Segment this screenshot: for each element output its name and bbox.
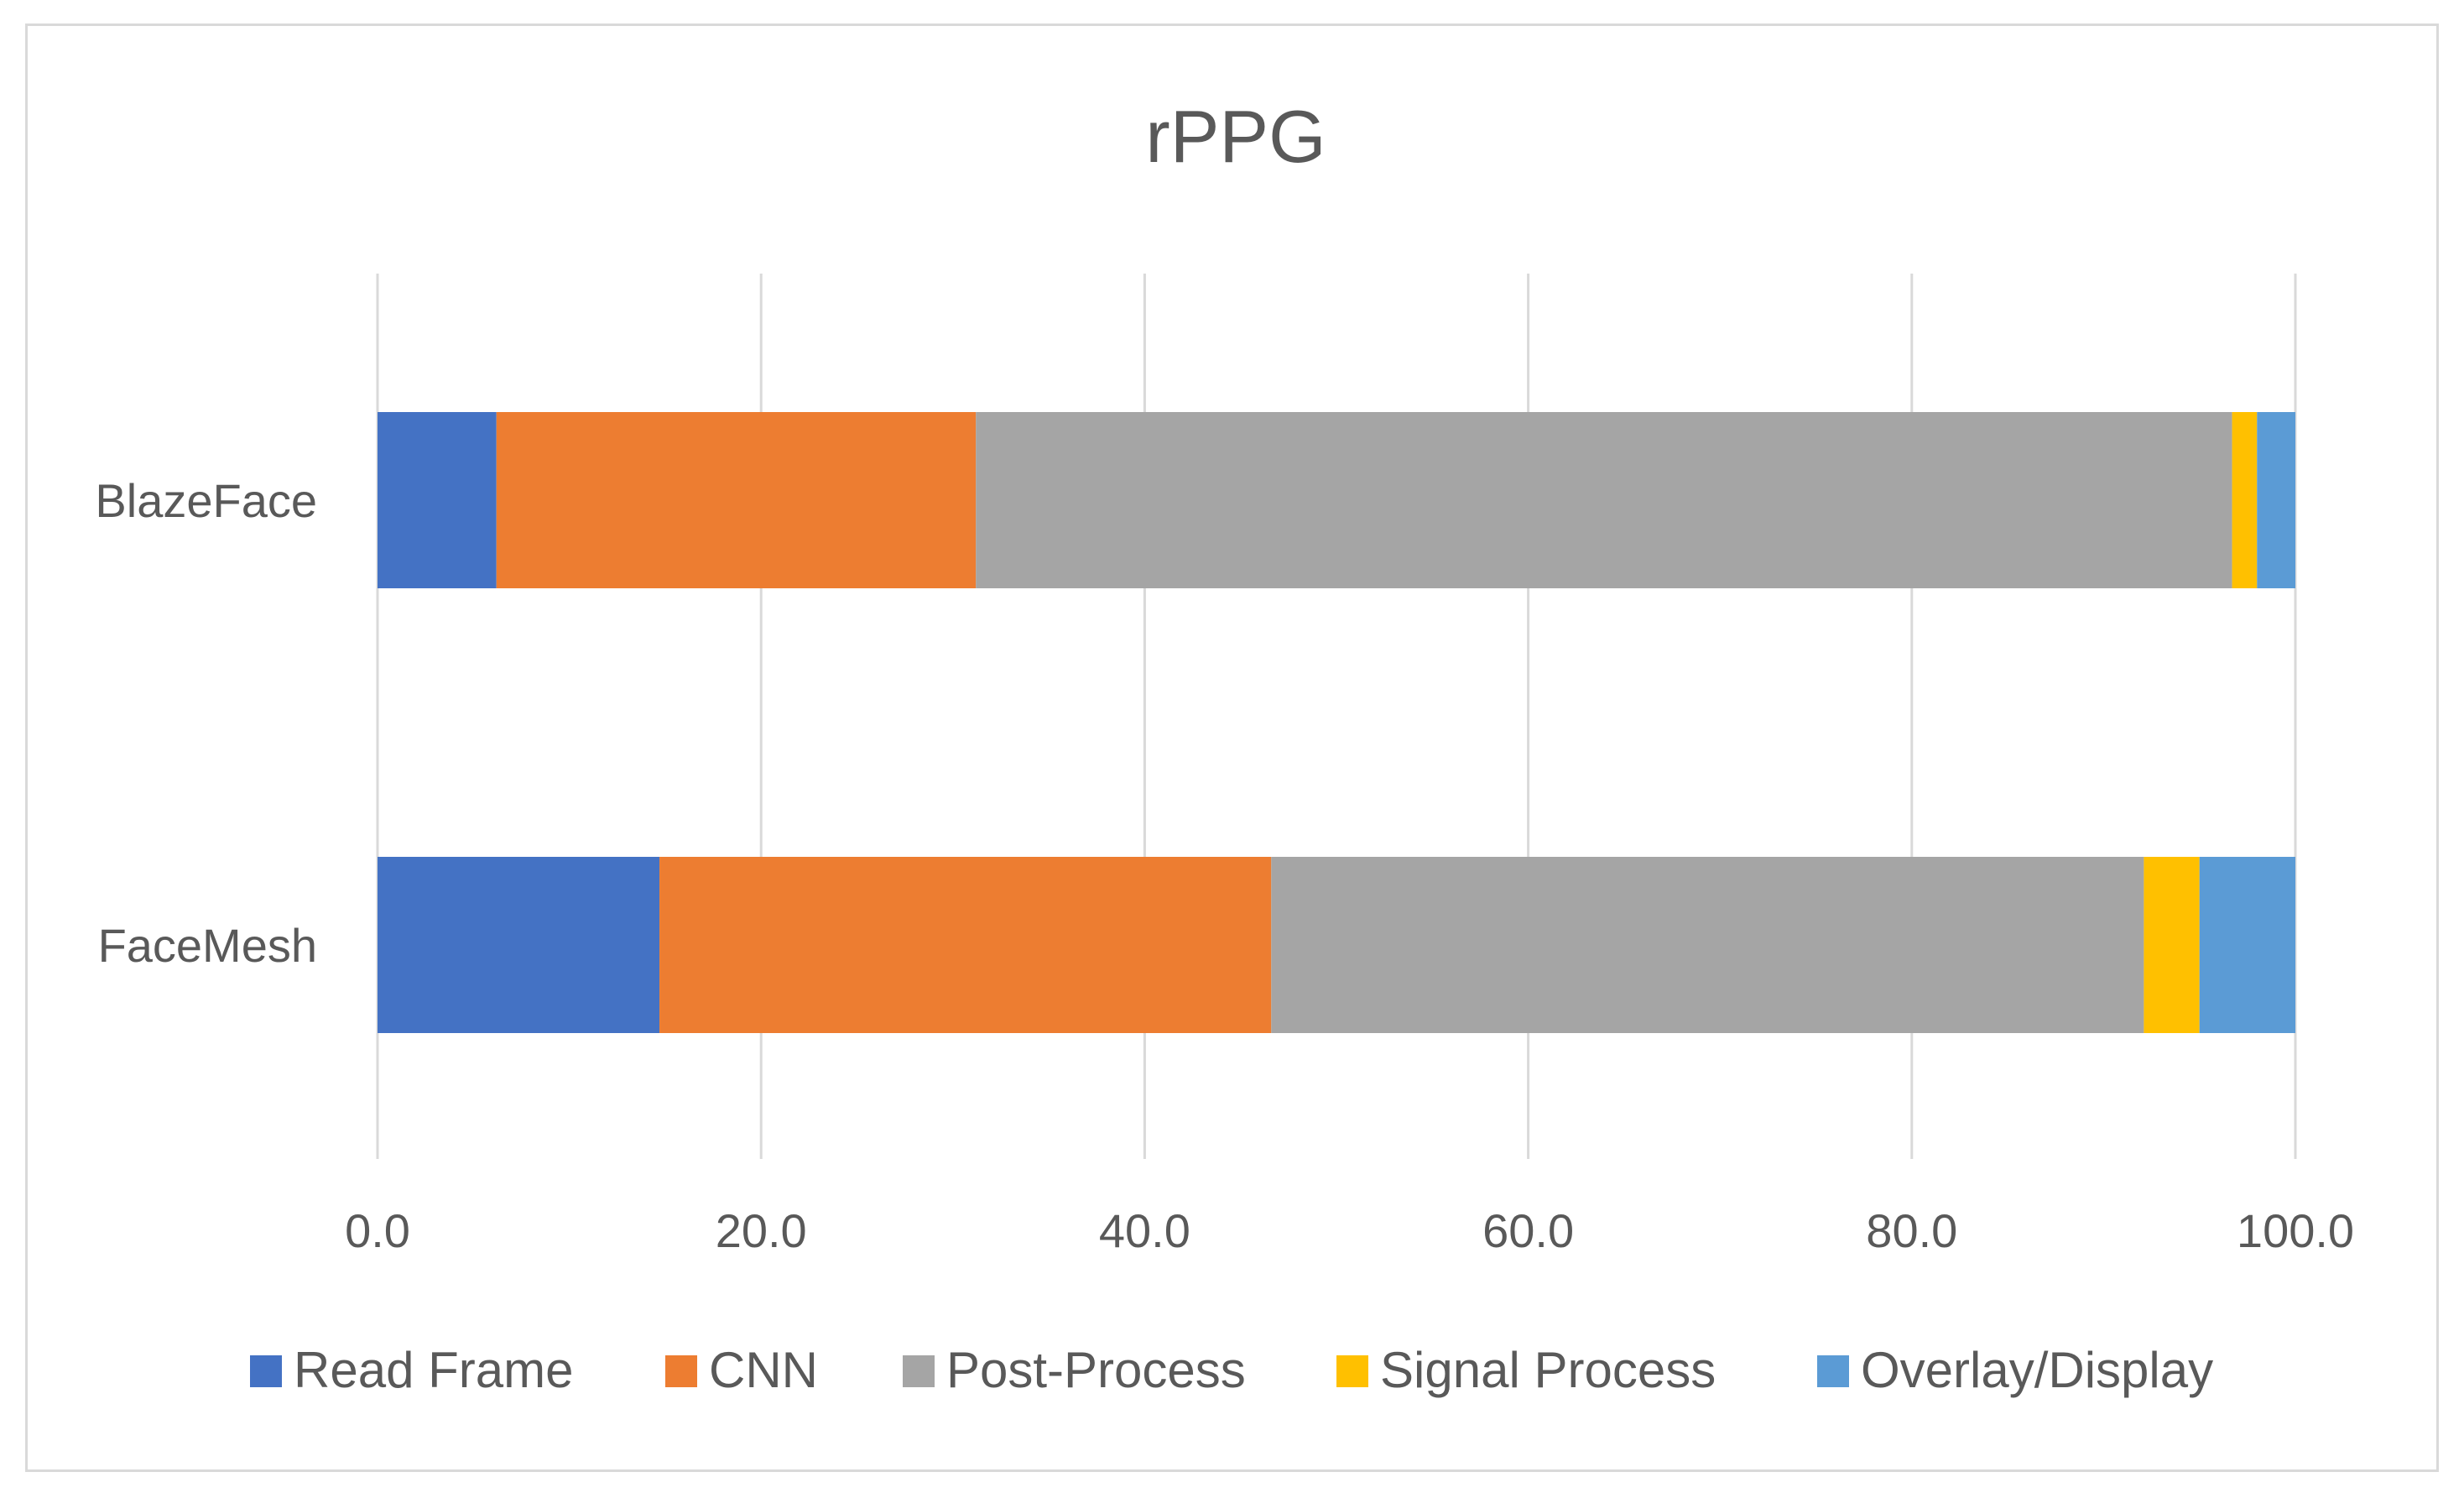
bar-facemesh-signal-process [2144,857,2200,1033]
x-tick-label-80-0: 80.0 [1866,1204,1957,1257]
x-tick-label-20-0: 20.0 [716,1204,807,1257]
legend: Read Frame CNN Post-Process Signal Process O… [250,1342,2213,1398]
legend-swatch-signal-process [1336,1355,1368,1387]
chart-frame: rPPG BlazeFace FaceMesh 0.0 20.0 40.0 60.0 80… [25,23,2439,1472]
legend-label-post-process: Post-Process [946,1342,1246,1398]
bar-facemesh-read-frame [378,857,660,1033]
bar-blazeface-signal-process [2232,412,2258,588]
bars [378,412,2295,1033]
category-labels: BlazeFace FaceMesh [95,474,317,972]
x-tick-label-40-0: 40.0 [1099,1204,1190,1257]
legend-label-signal-process: Signal Process [1380,1342,1716,1398]
legend-swatch-overlay-display [1817,1355,1849,1387]
bar-blazeface-read-frame [378,412,497,588]
x-tick-label-100-0: 100.0 [2237,1204,2354,1257]
bar-facemesh-overlay-display [2199,857,2295,1033]
legend-swatch-post-process [903,1355,935,1387]
bar-facemesh-post-process [1271,857,2144,1033]
legend-label-read-frame: Read Frame [294,1342,573,1398]
legend-swatch-read-frame [250,1355,282,1387]
stacked-bar-chart: rPPG BlazeFace FaceMesh 0.0 20.0 40.0 60.0 80… [95,95,2354,1398]
bar-blazeface-post-process [976,412,2232,588]
legend-swatch-cnn [665,1355,697,1387]
chart-title: rPPG [1145,95,1326,178]
x-tick-label-60-0: 60.0 [1482,1204,1574,1257]
x-tick-label-0-0: 0.0 [345,1204,410,1257]
x-axis-tick-labels: 0.0 20.0 40.0 60.0 80.0 100.0 [345,1204,2354,1257]
category-label-facemesh: FaceMesh [98,919,317,972]
bar-blazeface-overlay-display [2257,412,2295,588]
bar-facemesh-cnn [659,857,1272,1033]
legend-label-cnn: CNN [709,1342,818,1398]
category-label-blazeface: BlazeFace [95,474,317,527]
bar-blazeface-cnn [496,412,977,588]
legend-label-overlay-display: Overlay/Display [1861,1342,2213,1398]
